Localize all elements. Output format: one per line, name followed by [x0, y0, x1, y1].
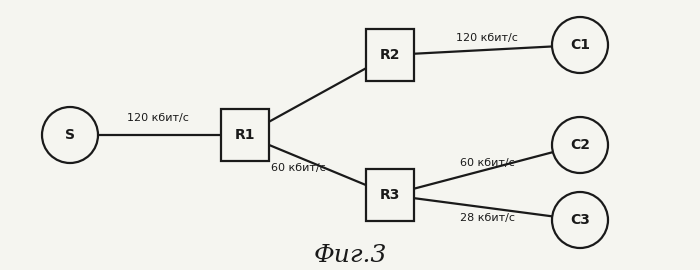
Text: C2: C2 — [570, 138, 590, 152]
Text: C1: C1 — [570, 38, 590, 52]
Text: 60 кбит/с: 60 кбит/с — [271, 163, 326, 173]
Circle shape — [42, 107, 98, 163]
Text: R3: R3 — [380, 188, 400, 202]
Text: R1: R1 — [234, 128, 255, 142]
Circle shape — [552, 17, 608, 73]
Text: S: S — [65, 128, 75, 142]
Text: Фиг.3: Фиг.3 — [314, 244, 386, 266]
Bar — [366, 29, 414, 81]
Text: C3: C3 — [570, 213, 590, 227]
Text: 120 кбит/с: 120 кбит/с — [456, 33, 518, 43]
Text: 60 кбит/с: 60 кбит/с — [460, 158, 514, 168]
Text: 120 кбит/с: 120 кбит/с — [127, 113, 189, 123]
Text: 28 кбит/с: 28 кбит/с — [459, 213, 514, 223]
Bar — [366, 169, 414, 221]
Text: R2: R2 — [379, 48, 400, 62]
Bar — [221, 109, 269, 161]
Circle shape — [552, 192, 608, 248]
Circle shape — [552, 117, 608, 173]
